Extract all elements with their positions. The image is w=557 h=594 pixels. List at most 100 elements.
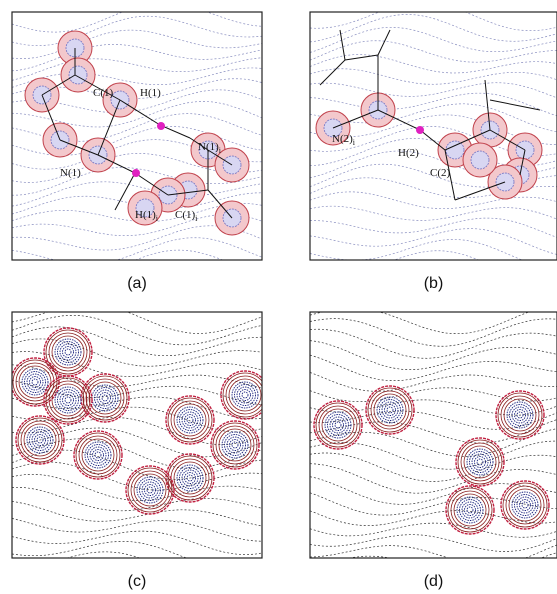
- density-core: [222, 432, 248, 458]
- density-core: [470, 452, 491, 473]
- contour-line: [310, 83, 557, 98]
- density-core: [95, 388, 116, 409]
- density-ring: [503, 483, 547, 527]
- density-core: [225, 435, 246, 456]
- density-edge: [74, 431, 122, 479]
- panel-label: (a): [127, 275, 147, 292]
- contour-line: [310, 55, 557, 74]
- density-core: [387, 407, 393, 413]
- page: {"panels": [ {"label": "(a)", "atoms": […: [0, 0, 557, 594]
- contour-line: [12, 407, 262, 432]
- contour-line: [12, 501, 262, 526]
- density-core: [187, 417, 193, 423]
- density-edge: [211, 421, 259, 469]
- density-ring: [52, 384, 84, 416]
- atom-label: H(1): [140, 87, 161, 99]
- panels: (a)(b)(c)(d)C(1)H(1)N(1)iN(1)H(1)iC(1)iN…: [11, 2, 557, 592]
- atom-name: H(1): [135, 209, 156, 221]
- density-core: [467, 449, 493, 475]
- density-core: [475, 457, 486, 468]
- density-edge: [44, 376, 92, 424]
- density-core: [88, 445, 109, 466]
- atom-label: H(2): [398, 147, 419, 159]
- density-core: [230, 440, 241, 451]
- contour-line: [310, 2, 557, 31]
- density-core: [22, 369, 48, 395]
- density-core: [465, 505, 476, 516]
- density-core: [63, 347, 74, 358]
- density-core: [377, 397, 403, 423]
- density-core: [515, 495, 536, 516]
- panel: [310, 305, 557, 592]
- density-ring: [374, 394, 406, 426]
- contour-line: [310, 93, 557, 116]
- density-core: [325, 412, 351, 438]
- density-core: [58, 342, 79, 363]
- density-core: [240, 390, 251, 401]
- density-core: [102, 395, 108, 401]
- contour-line: [12, 30, 262, 58]
- bond: [378, 30, 390, 55]
- atom-label: N(2)i: [332, 133, 356, 147]
- density-core: [65, 397, 71, 403]
- density-core: [232, 442, 238, 448]
- contour-line: [310, 329, 557, 358]
- density-core: [242, 392, 248, 398]
- atom-label: C(1): [93, 87, 114, 99]
- density-core: [467, 507, 473, 513]
- atom-name: N(1): [198, 141, 219, 153]
- critical-point: [416, 126, 424, 134]
- atom-name: N(2): [332, 133, 353, 145]
- density-ring: [458, 440, 502, 484]
- density-ring: [46, 330, 90, 374]
- atom-label: N(1)i: [198, 141, 222, 155]
- panel: [11, 304, 269, 592]
- atom-label: N(1): [60, 167, 81, 179]
- bond: [340, 30, 345, 60]
- density-core: [471, 151, 489, 169]
- atom-label: H(1)i: [135, 209, 159, 223]
- panel: [310, 2, 557, 291]
- panel-frame: [310, 312, 557, 558]
- atom-name: C(1): [93, 87, 114, 99]
- density-ring: [174, 404, 206, 436]
- density-edge: [456, 438, 504, 486]
- density-edge: [366, 386, 414, 434]
- atom-name: H(2): [398, 147, 419, 159]
- panel-label: (b): [424, 275, 444, 292]
- contour-line: [310, 388, 557, 402]
- contour-line: [310, 41, 557, 63]
- density-edge: [446, 486, 494, 534]
- density-ring: [19, 366, 51, 398]
- density-core: [30, 377, 41, 388]
- density-ring: [76, 433, 120, 477]
- density-core: [522, 502, 528, 508]
- density-ring: [13, 360, 57, 404]
- density-core: [185, 415, 196, 426]
- density-core: [335, 422, 341, 428]
- contour-line: [310, 15, 557, 43]
- density-core: [58, 390, 79, 411]
- bond: [490, 100, 540, 110]
- contour-line: [310, 477, 557, 505]
- contour-line: [310, 69, 557, 85]
- contour-line: [12, 44, 262, 71]
- atom-name: H(1): [140, 87, 161, 99]
- density-core: [100, 393, 111, 404]
- panel: [12, 3, 262, 293]
- contour-line: [310, 453, 557, 482]
- density-edge: [501, 481, 549, 529]
- contour-line: [310, 229, 557, 255]
- density-ring: [448, 488, 492, 532]
- density-edge: [126, 466, 174, 514]
- atom-name: C(2): [430, 167, 451, 179]
- figure: (a)(b)(c)(d)C(1)H(1)N(1)iN(1)H(1)iC(1)iN…: [0, 0, 557, 594]
- density-ring: [82, 439, 114, 471]
- density-core: [85, 442, 111, 468]
- contour-line: [310, 192, 557, 209]
- bond: [345, 55, 378, 60]
- density-edge: [314, 401, 362, 449]
- contour-line: [310, 319, 557, 347]
- panel-label: (d): [424, 573, 444, 590]
- density-core: [140, 480, 161, 501]
